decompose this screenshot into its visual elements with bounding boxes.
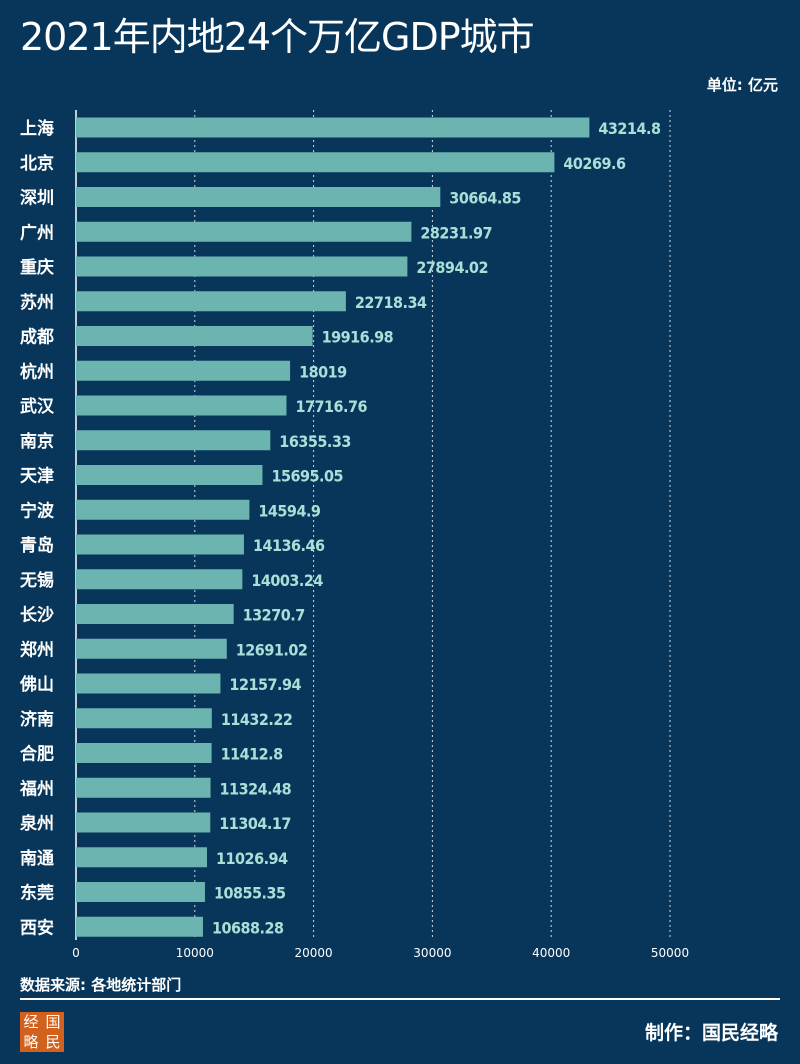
footer-divider [20,998,780,1000]
credit-text: 制作：国民经略 [644,1022,778,1044]
category-label: 东莞 [20,883,54,904]
bar [76,812,211,833]
value-label: 11412.8 [221,745,284,764]
value-label: 14594.9 [258,501,321,520]
brand-logo: 经 国 略 民 [20,1012,64,1052]
chart-title: 2021年内地24个万亿GDP城市 [20,15,535,59]
value-label: 15695.05 [271,467,343,486]
x-tick-label: 20000 [295,946,333,960]
bar [76,430,271,451]
value-label: 10855.35 [214,884,286,903]
bar [76,534,244,555]
value-label: 17716.76 [295,397,367,416]
category-label: 济南 [20,709,54,730]
x-tick-label: 30000 [413,946,451,960]
value-label: 11324.48 [220,779,292,798]
category-label: 合肥 [20,744,54,765]
category-label: 西安 [20,917,54,938]
bar [76,465,263,485]
value-label: 12691.02 [236,640,308,659]
bar [76,708,212,729]
value-label: 11304.17 [219,814,291,833]
bar [76,291,346,312]
x-tick-label: 0 [72,946,80,960]
category-label: 武汉 [20,396,55,417]
bar [76,395,287,416]
bar [76,256,408,277]
value-label: 10688.28 [212,918,284,937]
bar [76,673,221,694]
category-label: 北京 [20,153,54,174]
category-label: 重庆 [20,257,54,278]
value-label: 11432.22 [221,710,293,729]
value-label: 30664.85 [449,189,521,208]
bar [76,916,203,937]
logo-char: 经 [23,1013,39,1031]
bar [76,638,227,659]
category-label: 天津 [20,466,54,487]
bar [76,847,208,868]
bar [76,152,555,173]
category-label: 杭州 [20,361,54,382]
x-tick-label: 50000 [651,946,689,960]
value-label: 13270.7 [243,606,305,625]
category-label: 宁波 [20,500,55,521]
category-label: 郑州 [20,639,54,660]
x-tick-label: 10000 [176,946,214,960]
logo-char: 略 [23,1033,39,1051]
value-label: 12157.94 [229,675,301,694]
category-label: 成都 [20,327,54,348]
bar [76,326,313,346]
value-label: 43214.8 [598,119,661,138]
bar [76,499,250,520]
category-label: 广州 [20,222,54,243]
data-source: 数据来源: 各地统计部门 [20,976,182,994]
bar [76,882,205,902]
bar [76,777,211,798]
category-label: 深圳 [20,188,54,209]
bar [76,117,590,138]
category-label: 无锡 [19,570,54,591]
category-label: 青岛 [20,535,54,556]
bar [76,743,212,763]
category-label: 长沙 [20,605,54,626]
bar-chart: 上海 43214.8 北京 40269.6 深圳 30664.85 广州 28231.97 重庆… [19,110,689,960]
category-label: 南京 [20,431,54,452]
unit-label: 单位: 亿元 [706,76,778,94]
category-label: 泉州 [19,813,54,834]
x-tick-label: 40000 [532,946,570,960]
value-label: 11026.94 [216,849,288,868]
bar [76,569,243,590]
bar [76,221,412,242]
category-label: 南通 [20,848,54,869]
value-label: 40269.6 [563,154,626,173]
category-label: 福州 [19,778,54,799]
logo-char: 国 [45,1013,61,1031]
category-label: 佛山 [19,674,54,695]
value-label: 14136.46 [253,536,325,555]
value-label: 22718.34 [355,293,427,312]
value-label: 28231.97 [420,223,492,242]
logo-char: 民 [45,1033,61,1051]
value-label: 14003.24 [251,571,323,590]
bar [76,360,291,381]
value-label: 19916.98 [322,328,394,347]
bar [76,187,441,207]
value-label: 27894.02 [416,258,488,277]
bar [76,604,234,624]
value-label: 16355.33 [279,432,351,451]
value-label: 18019 [299,362,347,381]
category-label: 苏州 [20,292,54,313]
category-label: 上海 [20,118,54,139]
